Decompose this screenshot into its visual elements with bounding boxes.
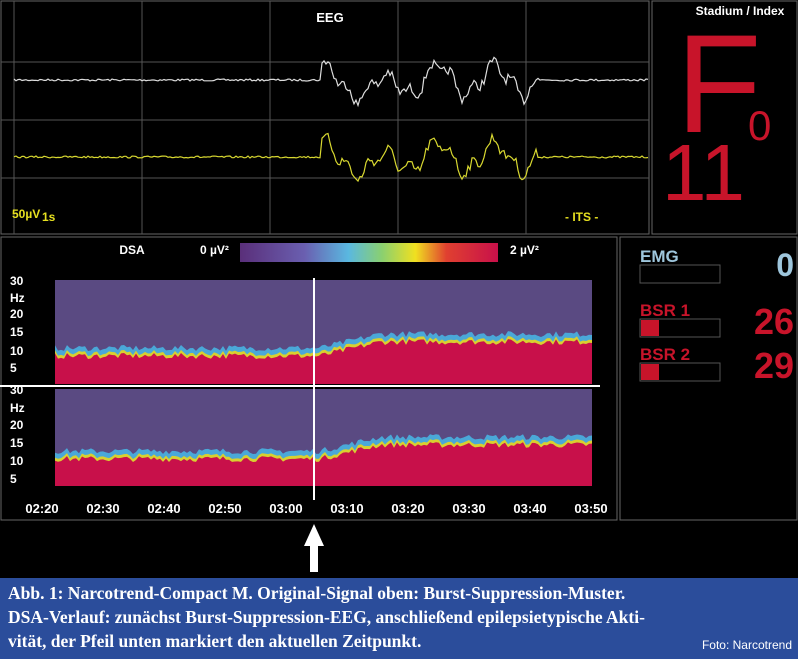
monitor-bar: [639, 318, 721, 338]
eeg-time: 1s: [42, 210, 56, 224]
x-label: 03:50: [574, 501, 607, 516]
stage-sub: 0: [748, 102, 771, 149]
eeg-trace: [13, 56, 649, 108]
stage-letter: F: [676, 5, 762, 162]
x-label: 03:40: [513, 501, 546, 516]
x-label: 02:40: [147, 501, 180, 516]
stage-title: Stadium / Index: [696, 4, 785, 18]
monitor-label: EMG: [640, 247, 679, 266]
monitor-value: 26: [754, 301, 794, 342]
y-label: 15: [10, 325, 24, 339]
stage-index: 11: [662, 128, 745, 217]
x-label: 02:30: [86, 501, 119, 516]
y-label: Hz: [10, 401, 25, 415]
monitor-value: 0: [776, 247, 794, 283]
monitor-label: BSR 1: [640, 301, 690, 320]
y-label: 10: [10, 344, 24, 358]
x-label: 03:10: [330, 501, 363, 516]
y-label: 10: [10, 454, 24, 468]
caption-box: [0, 578, 798, 659]
x-label: 03:30: [452, 501, 485, 516]
color-bar: [240, 243, 498, 262]
y-label: 20: [10, 307, 24, 321]
x-label: 02:20: [25, 501, 58, 516]
y-label: 20: [10, 418, 24, 432]
x-label: 03:00: [269, 501, 302, 516]
spectrograms: [55, 280, 592, 486]
stage-panel: [651, 0, 798, 235]
y-label: 5: [10, 472, 17, 486]
monitor-value: 29: [754, 345, 794, 386]
monitor-bar: [639, 362, 721, 382]
monitors: EMG 0 BSR 1 26 BSR 2 29: [639, 247, 794, 386]
eeg-title: EEG: [316, 10, 343, 25]
y-label: 15: [10, 436, 24, 450]
eeg-panel: [0, 0, 650, 235]
caption-line: Abb. 1: Narcotrend-Compact M. Original-S…: [8, 583, 625, 603]
y-label: 30: [10, 383, 24, 397]
dsa-scale-max: 2 µV²: [510, 243, 539, 257]
x-label: 02:50: [208, 501, 241, 516]
monitor-bar-fill: [641, 320, 659, 336]
monitor-label: BSR 2: [640, 345, 690, 364]
x-label: 03:20: [391, 501, 424, 516]
eeg-trace: [13, 132, 649, 183]
caption-line: DSA-Verlauf: zunächst Burst-Suppression-…: [8, 607, 645, 627]
y-label: Hz: [10, 291, 25, 305]
dsa-title: DSA: [119, 243, 145, 257]
spectrogram-low: [55, 442, 592, 486]
y-label: 5: [10, 361, 17, 375]
arrow: [304, 524, 324, 572]
eeg-amplitude: 50µV: [12, 207, 40, 221]
caption-line: vität, der Pfeil unten markiert den aktu…: [8, 631, 421, 651]
spectrogram-low: [55, 339, 592, 384]
dsa-labels: 30 Hz 20 15 10 5 30 Hz 20 15 10 5 02:20 02:30 02:40 02:…: [10, 274, 608, 516]
eeg-brand: - ITS -: [565, 210, 598, 224]
eeg-traces: [13, 56, 649, 183]
y-label: 30: [10, 274, 24, 288]
dsa-scale-min: 0 µV²: [200, 243, 229, 257]
monitor-bar: [639, 264, 721, 284]
caption-credit: Foto: Narcotrend: [702, 638, 792, 652]
monitor-bar-fill: [641, 364, 659, 380]
